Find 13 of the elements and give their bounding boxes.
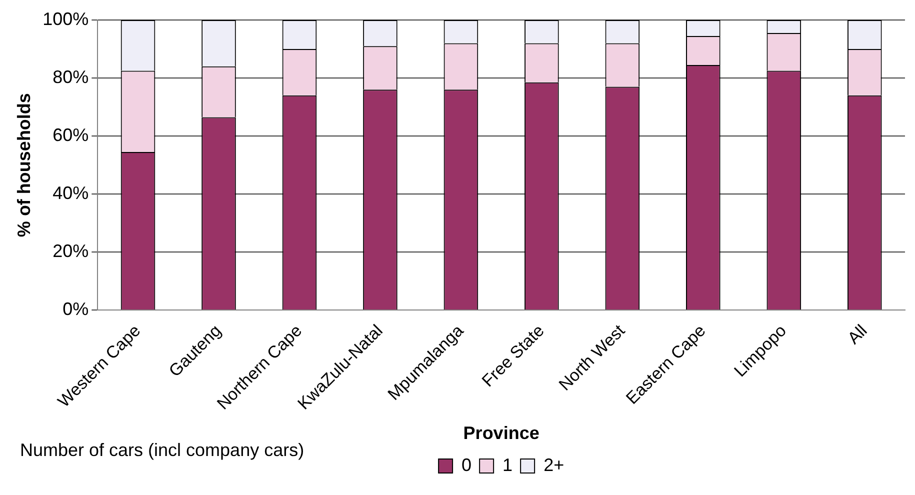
legend-label: 0 bbox=[462, 454, 472, 475]
y-tick-label: 60% bbox=[52, 125, 89, 146]
legend-label: 1 bbox=[502, 454, 513, 475]
y-axis-title: % of households bbox=[14, 93, 34, 238]
x-tick-label: All bbox=[844, 321, 871, 348]
legend-label: 2+ bbox=[544, 454, 564, 475]
y-tick-label: 20% bbox=[52, 241, 89, 262]
y-tick-label: 80% bbox=[52, 66, 89, 87]
x-axis-title: Province bbox=[463, 423, 540, 444]
y-tick-label: 0% bbox=[62, 299, 89, 320]
y-tick-label: 100% bbox=[42, 8, 89, 29]
legend-title: Number of cars (incl company cars) bbox=[20, 440, 304, 461]
y-tick-label: 40% bbox=[52, 183, 89, 204]
